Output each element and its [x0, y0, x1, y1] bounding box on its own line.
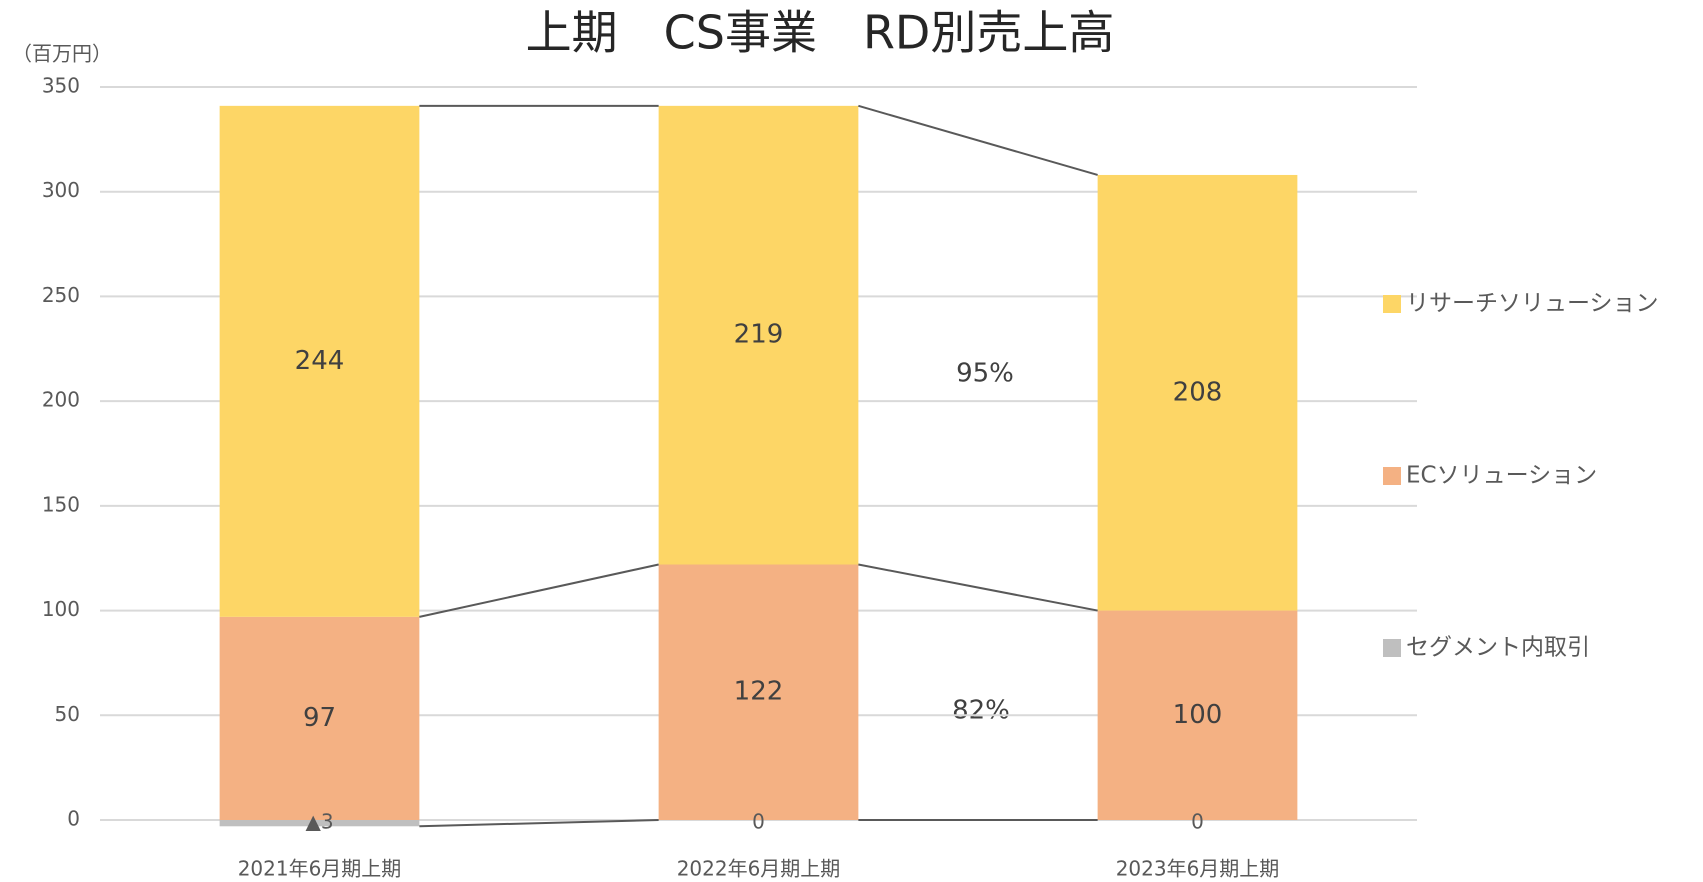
y-tick-label: 150 — [42, 492, 80, 516]
bar-segment — [1097, 610, 1298, 820]
data-label: 122 — [734, 677, 784, 707]
legend-swatch — [1383, 467, 1401, 485]
series-line — [858, 104, 1098, 176]
y-tick-label: 50 — [55, 702, 80, 726]
series-line — [858, 563, 1098, 612]
bar-segment — [219, 616, 420, 820]
annotation: 82% — [952, 696, 1010, 726]
y-tick-label: 100 — [42, 597, 80, 621]
data-label: ▲3 — [305, 810, 333, 834]
legend-swatch — [1383, 295, 1401, 313]
series-line — [419, 563, 659, 618]
y-axis-label: （百万円） — [12, 42, 112, 66]
y-tick-label: 350 — [42, 74, 80, 98]
data-label: 97 — [303, 703, 336, 733]
data-label: 0 — [752, 810, 765, 834]
x-tick-label: 2021年6月期上期 — [238, 857, 402, 881]
legend-label: リサーチソリューション — [1406, 291, 1659, 317]
data-label: 219 — [734, 320, 784, 350]
chart-title: 上期 CS事業 RD別売上高 — [526, 6, 1115, 60]
bar-segment — [1097, 174, 1298, 611]
y-tick-label: 0 — [67, 807, 80, 831]
data-label: 208 — [1173, 377, 1223, 407]
data-label: 0 — [1191, 810, 1204, 834]
data-label: 100 — [1173, 700, 1223, 730]
x-tick-label: 2023年6月期上期 — [1116, 857, 1280, 881]
series-line — [419, 819, 659, 828]
y-tick-label: 300 — [42, 178, 80, 202]
x-tick-label: 2022年6月期上期 — [677, 857, 841, 881]
bar-segment — [219, 820, 420, 827]
bar-segment — [658, 564, 859, 820]
annotation: 95% — [956, 359, 1014, 389]
y-tick-label: 200 — [42, 388, 80, 412]
bar-segment — [219, 105, 420, 617]
legend-swatch — [1383, 639, 1401, 657]
bar-segment — [658, 105, 859, 565]
legend-label: ECソリューション — [1406, 463, 1597, 489]
y-tick-label: 250 — [42, 283, 80, 307]
legend-label: セグメント内取引 — [1406, 635, 1590, 661]
data-label: 244 — [295, 346, 345, 376]
